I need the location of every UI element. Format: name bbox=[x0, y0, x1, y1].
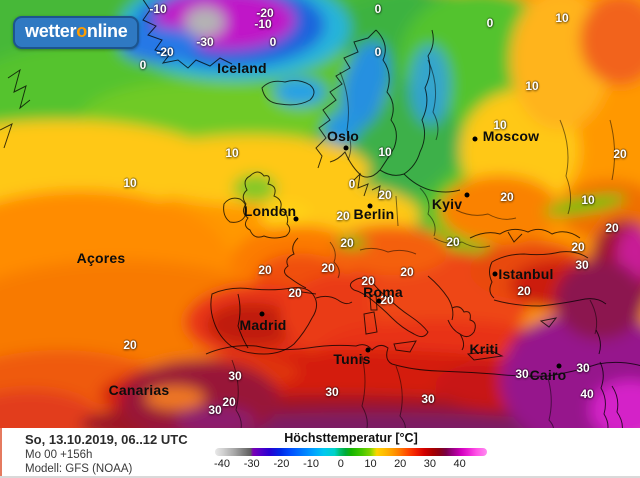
logo-accent-letter: o bbox=[76, 21, 87, 41]
model-name-label: Modell: GFS (NOAA) bbox=[25, 463, 133, 475]
model-run-label: Mo 00 +156h bbox=[25, 449, 93, 461]
logo-text-part2: nline bbox=[86, 21, 128, 41]
coastlines bbox=[0, 0, 640, 428]
map-canvas bbox=[0, 0, 640, 428]
temperature-legend: Höchsttemperatur [°C] -40 -30 -20 -10 0 10 20 3… bbox=[214, 431, 487, 472]
legend-tick: 20 bbox=[394, 458, 407, 470]
legend-tick: 40 bbox=[453, 458, 466, 470]
legend-title: Höchsttemperatur [°C] bbox=[284, 431, 418, 445]
legend-colorbar bbox=[215, 448, 487, 456]
legend-tick: 10 bbox=[364, 458, 377, 470]
legend-tick: -10 bbox=[303, 458, 320, 470]
legend-tick: -20 bbox=[273, 458, 290, 470]
forecast-meta: So, 13.10.2019, 06..12 UTC Mo 00 +156h M… bbox=[25, 432, 188, 475]
valid-time-label: So, 13.10.2019, 06..12 UTC bbox=[25, 432, 188, 447]
temperature-field bbox=[0, 0, 640, 428]
logo-text-part1: wetter bbox=[25, 21, 77, 41]
legend-tick: 0 bbox=[337, 458, 344, 470]
legend-tick: -40 bbox=[214, 458, 230, 470]
legend-tick: 30 bbox=[423, 458, 437, 470]
legend-tick: -30 bbox=[243, 458, 260, 470]
country-borders bbox=[231, 59, 616, 428]
footer-left-edge bbox=[0, 428, 2, 476]
temperature-map: -10 -20 -10 -30 -20 0 0 0 0 0 10 10 10 10 0 10 10 20 10 20 2… bbox=[0, 0, 640, 428]
wetteronline-logo[interactable]: wetteronline bbox=[13, 16, 140, 49]
legend-ticks: -40 -30 -20 -10 0 10 20 30 40 bbox=[214, 458, 487, 472]
footer-bar: So, 13.10.2019, 06..12 UTC Mo 00 +156h M… bbox=[0, 428, 640, 478]
